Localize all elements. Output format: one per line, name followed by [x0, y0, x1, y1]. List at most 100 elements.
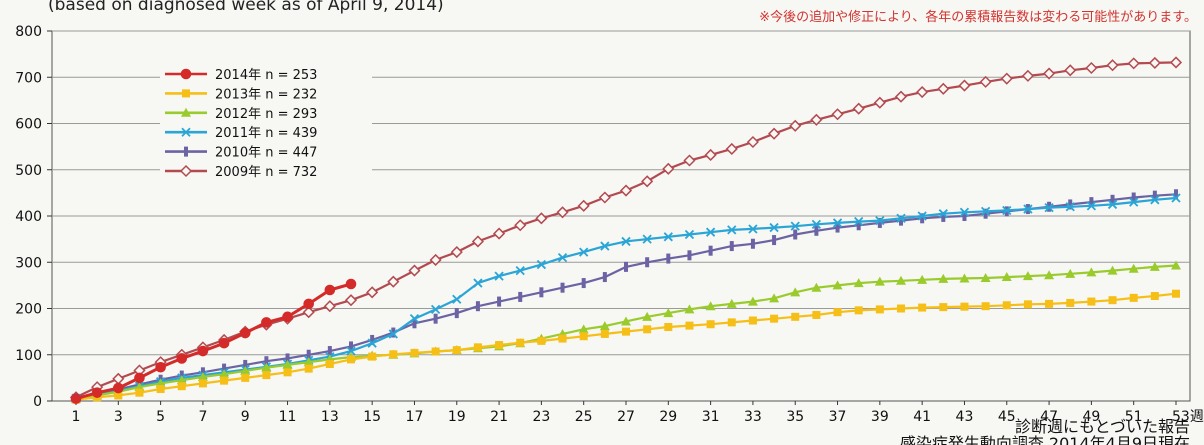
point-marker — [726, 298, 737, 308]
point-marker — [177, 382, 186, 391]
point-marker — [852, 102, 865, 115]
point-marker — [70, 393, 82, 404]
point-marker — [874, 276, 885, 286]
point-marker — [854, 216, 864, 227]
marker-stroke — [790, 221, 800, 231]
point-marker — [389, 350, 398, 359]
point-marker — [1002, 205, 1012, 216]
point-marker — [285, 353, 290, 364]
point-marker — [983, 208, 988, 219]
point-marker — [431, 347, 440, 356]
marker-stroke — [854, 216, 864, 227]
point-marker — [181, 127, 191, 137]
point-marker — [811, 282, 822, 292]
point-marker — [812, 310, 821, 319]
point-marker — [1065, 268, 1076, 278]
marker-stroke — [663, 232, 673, 242]
marker-stroke — [430, 304, 441, 315]
point-marker — [1045, 299, 1054, 308]
point-marker — [578, 324, 589, 334]
x-tick-label: 17 — [406, 409, 424, 425]
point-marker — [958, 79, 971, 92]
point-marker — [324, 284, 336, 296]
point-marker — [91, 387, 103, 398]
marker-stroke — [832, 218, 843, 228]
point-marker — [176, 353, 188, 364]
point-marker — [981, 302, 990, 311]
point-marker — [1089, 197, 1094, 208]
marker-stroke — [1044, 203, 1054, 213]
point-marker — [219, 369, 230, 379]
point-marker — [241, 373, 250, 382]
point-marker — [222, 363, 227, 374]
point-marker — [450, 246, 463, 259]
marker-stroke — [1023, 204, 1033, 214]
point-marker — [494, 271, 504, 281]
point-marker — [113, 382, 124, 394]
marker-stroke — [896, 213, 906, 223]
point-marker — [917, 274, 928, 284]
point-marker — [156, 384, 165, 393]
point-marker — [916, 85, 929, 99]
point-marker — [938, 273, 949, 283]
point-marker — [894, 90, 908, 103]
point-marker — [1129, 197, 1139, 207]
point-marker — [346, 346, 356, 356]
series-2014 — [70, 278, 357, 404]
point-marker — [856, 220, 861, 231]
point-marker — [873, 96, 886, 109]
point-marker — [835, 222, 840, 233]
point-marker — [1066, 298, 1075, 307]
marker-stroke — [409, 314, 420, 324]
point-marker — [833, 308, 842, 317]
y-tick-label: 800 — [15, 24, 42, 40]
point-marker — [645, 257, 650, 268]
legend-entry: 2009年 n = 732 — [165, 164, 317, 180]
marker-stroke — [642, 234, 652, 244]
point-marker — [747, 296, 758, 306]
point-marker — [768, 127, 781, 140]
point-marker — [980, 206, 991, 217]
marker-stroke — [705, 227, 716, 237]
point-marker — [261, 362, 272, 372]
point-marker — [179, 164, 193, 178]
point-marker — [600, 241, 610, 251]
marker-stroke — [621, 236, 631, 247]
x-tick-label: 43 — [956, 409, 974, 425]
x-tick-label: 3 — [114, 409, 123, 425]
point-marker — [666, 253, 671, 264]
point-marker — [832, 280, 843, 290]
point-marker — [959, 207, 970, 217]
point-marker — [303, 298, 314, 310]
legend: 2014年 n = 253 2013年 n = 232 2012年 n = 293 2… — [160, 60, 372, 184]
marker-stroke — [557, 252, 568, 263]
point-marker — [1169, 56, 1183, 69]
point-marker — [1001, 272, 1012, 282]
legend-label: 2009年 n = 732 — [215, 165, 317, 180]
point-marker — [1002, 301, 1011, 310]
point-marker — [1108, 296, 1117, 305]
point-marker — [240, 365, 251, 375]
point-marker — [135, 388, 144, 397]
point-marker — [515, 265, 525, 276]
point-marker — [475, 301, 480, 312]
point-marker — [560, 282, 565, 293]
point-marker — [264, 356, 269, 367]
legend-background — [160, 60, 372, 184]
point-marker — [790, 287, 801, 297]
point-marker — [896, 213, 906, 223]
point-marker — [705, 301, 716, 311]
legend-entry: 2012年 n = 293 — [165, 107, 317, 122]
marker-stroke — [346, 346, 356, 356]
point-marker — [134, 372, 145, 384]
point-marker — [306, 349, 311, 360]
y-tick-label: 0 — [33, 394, 42, 410]
x-tick-label: 31 — [702, 409, 720, 425]
marker-stroke — [748, 224, 758, 234]
x-tick-label: 19 — [448, 409, 466, 425]
point-marker — [662, 162, 675, 175]
point-marker — [811, 219, 822, 229]
point-marker — [303, 357, 314, 367]
point-marker — [708, 245, 713, 256]
x-tick-label: 41 — [913, 409, 931, 425]
